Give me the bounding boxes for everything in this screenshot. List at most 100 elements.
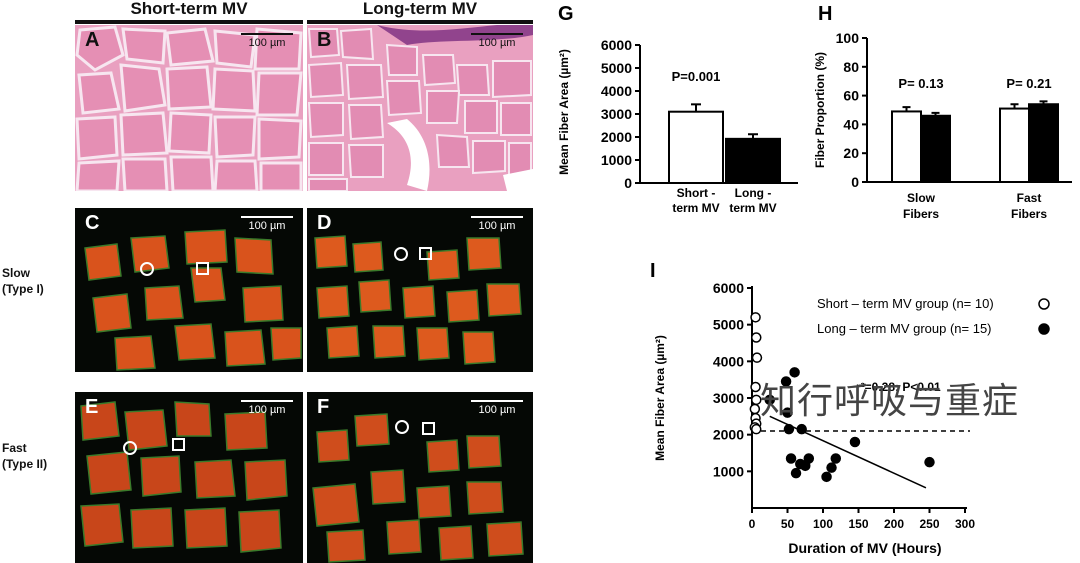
- category-label: term MV: [672, 201, 719, 215]
- y-tick-label: 3000: [601, 106, 632, 122]
- column-rule-long: [307, 20, 533, 24]
- category-label: Fibers: [1011, 207, 1047, 221]
- data-point-long-term: [796, 423, 807, 435]
- data-point-long-term: [789, 367, 800, 378]
- chart-g-plot: 0 1000 2000 3000 4000 5000 6000 Mean Fiber Area…: [557, 37, 798, 215]
- he-tissue-texture: [75, 25, 303, 191]
- y-tick-label: 6000: [713, 280, 744, 296]
- bar: [999, 107, 1030, 183]
- square-marker: [419, 247, 432, 260]
- data-point-long-term: [830, 453, 842, 464]
- category-label: Fast: [1017, 191, 1042, 205]
- x-tick-label: 250: [919, 517, 939, 531]
- histology-panel-b: B 100 µm: [307, 25, 533, 191]
- chart-h: H 0 20 40 60 80 100 Fiber Proportion (%) Slow Fi…: [813, 3, 1072, 221]
- scale-bar: 100 µm: [241, 400, 293, 416]
- fluorescence-panel-c: C 100 µm: [75, 208, 303, 372]
- y-tick-label: 0: [624, 175, 632, 191]
- y-tick-label: 2000: [601, 129, 632, 145]
- category-label: Fibers: [903, 207, 939, 221]
- data-point-short-term: [750, 381, 761, 393]
- chart-h-panel-letter: H: [818, 3, 832, 25]
- legend-marker: [1038, 298, 1050, 310]
- data-point-long-term: [785, 453, 797, 464]
- data-point-short-term: [749, 403, 761, 415]
- chart-i: I 1000 2000 3000 4000 5000 6000 0 50 100 150 200 25…: [650, 260, 1050, 556]
- y-tick-label: 6000: [601, 37, 632, 53]
- x-tick-label: 300: [955, 517, 975, 531]
- column-title-short: Short-term MV: [130, 0, 248, 18]
- p-value-annotation: P=0.001: [672, 69, 721, 84]
- x-tick-label: 0: [749, 517, 756, 531]
- x-tick-label: 50: [781, 517, 795, 531]
- row-label-fast: Fast (Type II): [2, 441, 48, 471]
- y-tick-label: 1000: [713, 463, 744, 479]
- data-point-short-term: [751, 423, 762, 435]
- chart-i-panel-letter: I: [650, 260, 656, 282]
- data-point-short-term: [751, 352, 763, 363]
- scale-bar: 100 µm: [471, 216, 523, 232]
- data-point-short-term: [751, 332, 762, 343]
- y-tick-label: 5000: [713, 317, 744, 333]
- legend-marker: [1038, 323, 1050, 335]
- y-tick-label: 3000: [713, 390, 744, 406]
- x-tick-label: 200: [884, 517, 904, 531]
- y-tick-label: 80: [843, 59, 859, 75]
- if-tissue-texture: [312, 413, 524, 563]
- bar: [1028, 103, 1059, 183]
- he-tissue-texture: [307, 25, 533, 191]
- row-label-slow: Slow (Type I): [2, 266, 44, 296]
- y-tick-label: 40: [843, 116, 859, 132]
- fluorescence-panel-d: D 100 µm: [307, 208, 533, 372]
- data-point-long-term: [826, 462, 837, 473]
- x-tick-label: 150: [848, 517, 868, 531]
- y-tick-label: 20: [843, 145, 859, 161]
- data-point-long-term: [782, 407, 793, 418]
- data-point-long-term: [780, 376, 792, 387]
- data-point-long-term: [849, 436, 861, 448]
- legend-label: Short – term MV group (n= 10): [817, 296, 994, 311]
- y-tick-label: 5000: [601, 60, 632, 76]
- bar: [891, 110, 922, 183]
- square-marker: [196, 262, 209, 275]
- scale-bar: 100 µm: [241, 216, 293, 232]
- data-point-long-term: [764, 394, 775, 406]
- y-tick-label: 4000: [713, 353, 744, 369]
- legend-label: Long – term MV group (n= 15): [817, 321, 992, 336]
- category-label: Long -: [735, 186, 772, 200]
- histology-panel-a: A 100 µm: [75, 25, 303, 191]
- category-label: term MV: [729, 201, 776, 215]
- bar: [920, 114, 951, 183]
- y-axis-label: Mean Fiber Area (µm²): [653, 335, 667, 461]
- circle-marker: [395, 420, 409, 434]
- y-tick-label: 60: [843, 88, 859, 104]
- panel-label: C: [85, 212, 100, 234]
- column-title-long: Long-term MV: [362, 0, 478, 18]
- column-rule-short: [75, 20, 303, 24]
- chart-g-panel-letter: G: [558, 3, 574, 25]
- chart-i-plot: 1000 2000 3000 4000 5000 6000 0 50 100 150 200 250 3…: [653, 280, 1050, 556]
- category-label: Short -: [677, 186, 716, 200]
- regression-line: [769, 415, 927, 489]
- if-tissue-texture: [84, 229, 302, 371]
- p-value-annotation: P= 0.21: [1006, 76, 1051, 91]
- circle-marker: [394, 247, 408, 261]
- data-point-long-term: [783, 423, 795, 435]
- chart-h-plot: 0 20 40 60 80 100 Fiber Proportion (%) Slow Fibe…: [813, 30, 1072, 221]
- bar: [668, 110, 724, 184]
- if-tissue-texture: [80, 401, 288, 553]
- chart-g: G 0 1000 2000 3000 4000 5000 6000 Mean Fiber Ar…: [557, 3, 798, 215]
- panel-label: D: [317, 212, 332, 234]
- x-tick-label: 100: [813, 517, 833, 531]
- if-tissue-texture: [314, 235, 522, 365]
- circle-marker: [140, 262, 154, 276]
- data-point-short-term: [750, 312, 761, 323]
- square-marker: [422, 422, 435, 435]
- data-point-long-term: [924, 456, 935, 468]
- panel-label: A: [85, 29, 100, 51]
- y-tick-label: 4000: [601, 83, 632, 99]
- y-tick-label: 2000: [713, 427, 744, 443]
- panel-label: F: [317, 396, 330, 418]
- data-point-long-term: [790, 467, 802, 479]
- y-axis-label: Fiber Proportion (%): [813, 52, 827, 168]
